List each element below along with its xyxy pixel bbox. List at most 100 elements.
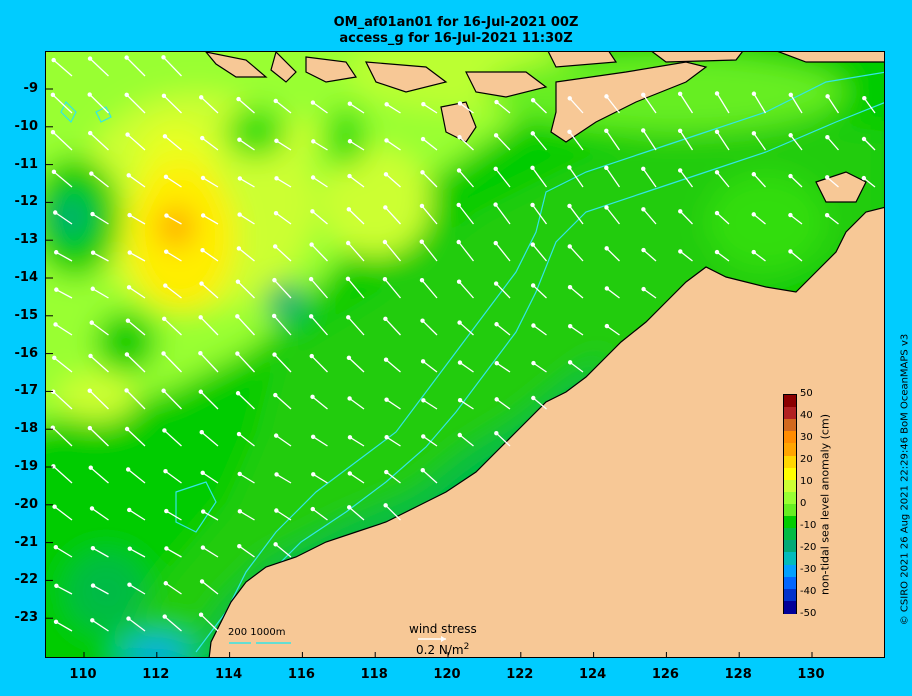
colorbar-tick-label: 30 xyxy=(800,432,813,443)
wind-arrow xyxy=(127,546,146,558)
wind-arrow xyxy=(494,322,511,336)
wind-arrow xyxy=(346,355,365,373)
wind-arrow xyxy=(53,322,73,336)
wind-arrow xyxy=(421,398,438,410)
wind-arrow xyxy=(531,360,547,373)
wind-arrow xyxy=(457,397,474,410)
wind-arrow xyxy=(751,172,766,188)
wind-arrow xyxy=(125,467,146,484)
latitude-label: -11 xyxy=(14,156,39,172)
longitude-label: 116 xyxy=(287,667,315,682)
map-panel xyxy=(45,51,885,658)
wind-arrow xyxy=(54,250,73,262)
wind-arrow xyxy=(420,318,438,336)
colorbar-tick-label: -10 xyxy=(800,520,817,531)
latitude-label: -9 xyxy=(23,81,38,96)
wind-arrow xyxy=(235,279,255,299)
colorbar-swatch xyxy=(784,540,796,554)
wind-arrow xyxy=(641,207,657,225)
latitude-label: -18 xyxy=(14,421,39,437)
wind-arrow xyxy=(53,619,73,632)
wind-arrow xyxy=(493,240,511,262)
wind-arrow xyxy=(456,168,474,188)
latitude-label: -21 xyxy=(14,534,39,550)
isobath-contours xyxy=(60,71,884,657)
wind-arrow xyxy=(235,351,255,373)
wind-arrow xyxy=(310,394,328,410)
wind-arrow xyxy=(273,210,292,225)
wind-arrow xyxy=(494,361,511,373)
wind-arrow xyxy=(714,129,730,151)
wind-arrow xyxy=(198,612,219,632)
wind-arrow xyxy=(124,352,146,373)
latitude-label: -15 xyxy=(14,307,39,323)
wind-arrow xyxy=(237,471,255,484)
colorbar-swatch xyxy=(784,528,796,542)
wind-arrow xyxy=(641,286,657,299)
wind-arrow xyxy=(309,353,328,373)
wind-arrow xyxy=(530,242,547,262)
wind-arrow xyxy=(419,239,438,262)
wind-arrow xyxy=(199,430,219,447)
wind-arrow xyxy=(677,128,694,151)
wind-arrow xyxy=(200,470,219,484)
wind-arrow xyxy=(236,431,255,447)
wind-arrow xyxy=(861,175,876,188)
wind-arrow xyxy=(456,239,475,262)
wind-arrow xyxy=(751,249,766,262)
colorbar-tick-label: 20 xyxy=(800,454,813,465)
wind-arrow xyxy=(530,202,548,225)
latitude-label: -19 xyxy=(14,459,39,474)
wind-arrow xyxy=(127,582,146,595)
wind-arrow xyxy=(88,130,109,151)
wind-arrow xyxy=(788,249,803,262)
wind-arrow xyxy=(383,316,401,336)
wind-arrow xyxy=(714,91,730,114)
longitude-label: 118 xyxy=(360,667,388,682)
wind-arrow xyxy=(50,389,73,410)
longitude-label: 112 xyxy=(142,667,170,682)
wind-arrow xyxy=(824,175,839,188)
wind-arrow xyxy=(273,392,292,410)
wind-arrow xyxy=(456,202,475,225)
landmass xyxy=(205,52,884,657)
wind-arrow xyxy=(861,136,876,151)
colorbar-tick-label: -20 xyxy=(800,542,817,553)
wind-stress-legend-arrow xyxy=(418,636,446,642)
wind-arrow xyxy=(200,509,219,521)
colorbar-swatch xyxy=(784,516,796,530)
wind-stress-value-text: 0.2 N/m xyxy=(416,643,464,657)
wind-arrow xyxy=(457,135,474,151)
wind-arrow xyxy=(384,138,401,151)
wind-arrow xyxy=(89,171,109,188)
wind-arrow xyxy=(198,315,219,336)
colorbar-swatch xyxy=(784,395,796,409)
wind-arrow xyxy=(604,128,621,151)
wind-arrow xyxy=(824,212,839,225)
wind-arrow xyxy=(87,425,109,447)
wind-arrow xyxy=(310,100,328,114)
wind-arrow xyxy=(308,314,328,336)
wind-arrow xyxy=(347,173,365,188)
wind-arrow xyxy=(164,546,182,558)
wind-arrow xyxy=(310,506,328,521)
wind-arrow xyxy=(200,175,219,188)
wind-arrow xyxy=(345,240,365,262)
wind-arrow xyxy=(604,165,621,188)
wind-arrow xyxy=(567,360,584,373)
wind-arrow xyxy=(50,92,73,114)
wind-arrow xyxy=(164,508,182,521)
wind-arrow xyxy=(273,98,292,114)
wind-arrow xyxy=(273,433,292,447)
wind-arrow xyxy=(162,316,182,336)
wind-arrow xyxy=(311,472,328,484)
wind-arrow xyxy=(419,277,438,299)
map-title-forcing: access_g for 16-Jul-2021 11:30Z xyxy=(339,31,573,46)
wind-arrow xyxy=(199,281,219,299)
colorbar-swatch xyxy=(784,491,796,506)
wind-arrow xyxy=(457,360,474,373)
wind-arrow xyxy=(678,209,693,225)
colorbar-tick-label: -40 xyxy=(800,586,817,597)
wind-arrow xyxy=(124,55,146,77)
wind-arrow xyxy=(604,246,620,262)
